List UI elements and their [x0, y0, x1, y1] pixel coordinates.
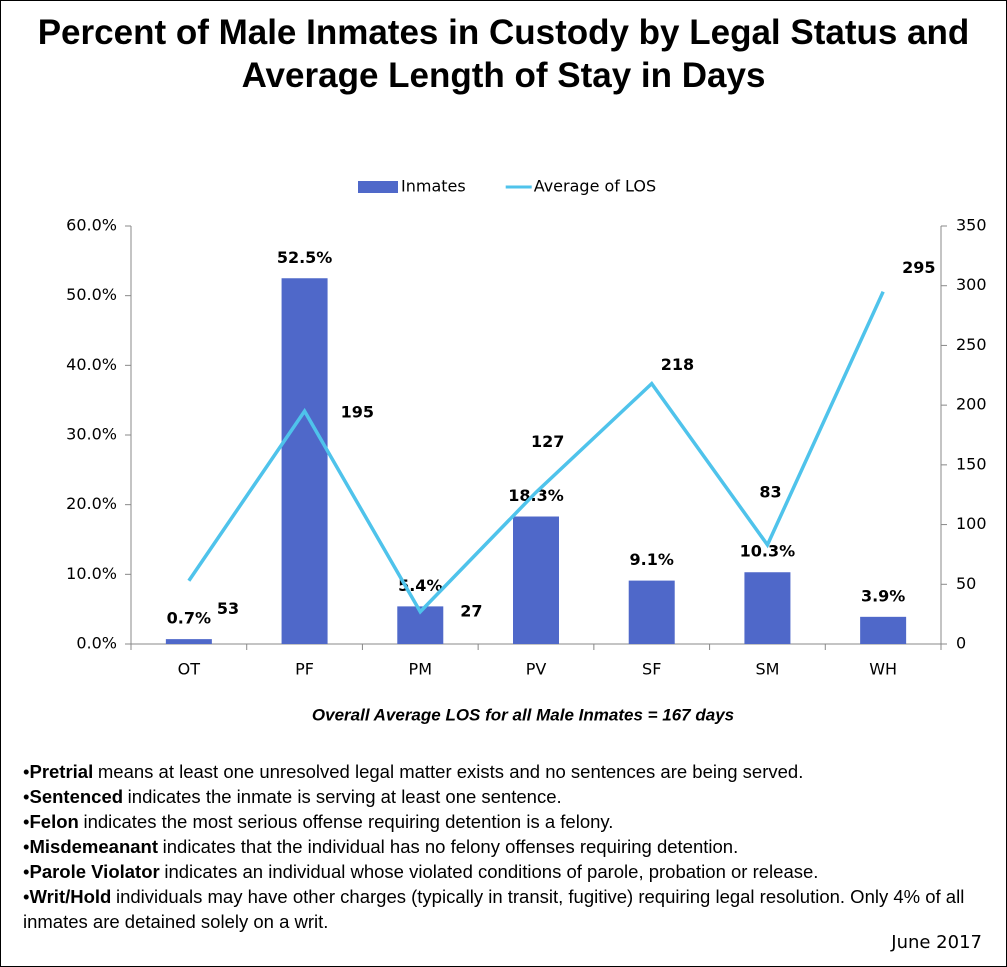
bar-value-label: 0.7%: [167, 609, 211, 628]
line-value-label: 83: [759, 482, 781, 501]
y-tick-label: 10.0%: [66, 564, 117, 583]
x-tick-label: WH: [869, 660, 897, 679]
note-term: Writ/Hold: [29, 886, 112, 907]
legend-swatch: [358, 181, 398, 193]
note-text: individuals may have other charges (typi…: [23, 886, 965, 932]
x-tick-label: PV: [526, 660, 547, 679]
y-tick-label: 0.0%: [76, 634, 117, 653]
note-term: Parole Violator: [29, 861, 160, 882]
bar: [281, 278, 328, 644]
legend-label: Average of LOS: [534, 177, 656, 196]
date: June 2017: [891, 932, 982, 953]
x-tick-label: OT: [178, 660, 201, 679]
note-text: indicates the most serious offense requi…: [83, 811, 614, 832]
bar: [744, 572, 791, 644]
line-value-label: 218: [661, 355, 694, 374]
note-text: indicates an individual whose violated c…: [164, 861, 819, 882]
y-tick-label: 20.0%: [66, 494, 117, 513]
x-tick-label: PF: [295, 660, 314, 679]
note-term: Misdemeanant: [29, 836, 158, 857]
legend-label: Inmates: [401, 177, 466, 196]
annotation: Overall Average LOS for all Male Inmates…: [312, 705, 734, 724]
bar: [513, 516, 559, 644]
line-series: [187, 290, 885, 615]
line-value-label: 53: [217, 599, 239, 618]
note-text: indicates that the individual has no fel…: [162, 836, 739, 857]
bar-value-label: 9.1%: [630, 550, 674, 569]
y2-tick-label: 300: [956, 275, 987, 294]
x-tick-label: SM: [755, 660, 779, 679]
bar: [860, 616, 907, 644]
y-tick-label: 60.0%: [66, 216, 117, 235]
note-term: Sentenced: [29, 786, 124, 807]
line-value-label: 295: [902, 258, 935, 277]
bar-value-label: 10.3%: [740, 542, 796, 561]
y2-tick-label: 50: [956, 574, 976, 593]
y2-tick-label: 100: [956, 514, 987, 533]
note-term: Felon: [29, 811, 79, 832]
note-text: indicates the inmate is serving at least…: [127, 786, 562, 807]
bar: [165, 639, 212, 644]
line-value-label: 195: [341, 403, 374, 422]
note-term: Pretrial: [29, 761, 94, 782]
line-value-label: 27: [460, 601, 482, 620]
bar-value-label: 52.5%: [277, 248, 333, 267]
y2-tick-label: 150: [956, 454, 987, 473]
y2-tick-label: 0: [956, 634, 966, 653]
chart-title: Percent of Male Inmates in Custody by Le…: [37, 13, 970, 95]
y2-tick-label: 350: [956, 216, 987, 235]
y2-tick-label: 250: [956, 335, 987, 354]
bar-value-label: 18.3%: [508, 486, 564, 505]
y2-tick-label: 200: [956, 395, 987, 414]
bar: [628, 580, 675, 644]
bar-value-label: 3.9%: [861, 586, 905, 605]
x-tick-label: PM: [409, 660, 432, 679]
note-text: means at least one unresolved legal matt…: [97, 761, 804, 782]
y-tick-label: 40.0%: [66, 355, 117, 374]
y-tick-label: 30.0%: [66, 425, 117, 444]
line-value-label: 127: [531, 432, 564, 451]
x-tick-label: SF: [642, 660, 661, 679]
y-tick-label: 50.0%: [66, 285, 117, 304]
